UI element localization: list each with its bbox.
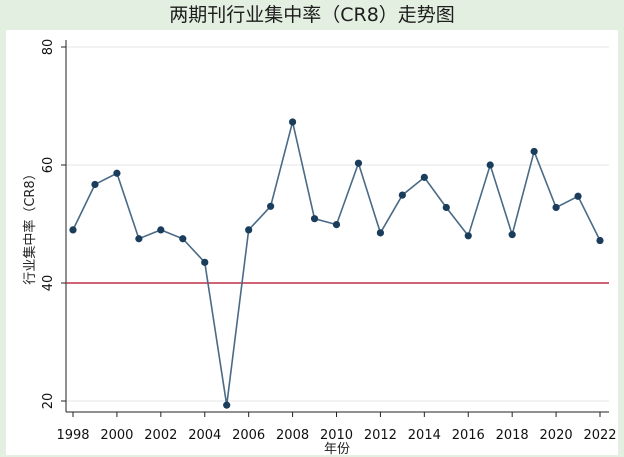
data-point-2017	[486, 161, 494, 169]
data-point-2013	[398, 191, 406, 199]
data-point-2010	[332, 220, 341, 229]
data-point-2004	[201, 258, 209, 266]
x-tick-label-1998: 1998	[56, 428, 89, 443]
data-point-1999	[91, 180, 99, 189]
x-tick-label-2006: 2006	[232, 428, 265, 443]
data-point-2005	[223, 401, 231, 409]
x-axis-title: 年份	[324, 442, 350, 457]
y-tick-label-40: 40	[41, 275, 56, 292]
data-point-2020	[552, 203, 560, 212]
data-point-2012	[376, 229, 385, 237]
plot-background	[6, 30, 618, 455]
x-tick-label-2000: 2000	[100, 428, 133, 443]
series-line	[72, 121, 601, 406]
data-point-2008	[288, 118, 297, 126]
x-tick-label-2008: 2008	[276, 428, 309, 443]
x-tick-label-2002: 2002	[144, 428, 177, 443]
data-point-2009	[310, 215, 319, 223]
x-tick-label-2016: 2016	[452, 428, 485, 443]
data-point-2015	[442, 203, 450, 212]
data-point-2016	[464, 232, 472, 240]
data-point-2001	[135, 235, 143, 243]
x-tick-label-2010: 2010	[320, 428, 353, 443]
x-tick-label-2014: 2014	[408, 428, 441, 443]
data-point-2000	[113, 169, 121, 177]
data-point-2002	[157, 226, 165, 234]
data-point-1998	[69, 226, 77, 234]
data-point-2021	[574, 192, 582, 200]
data-point-2019	[530, 147, 538, 156]
data-point-2011	[354, 159, 363, 167]
x-tick-label-2012: 2012	[364, 428, 397, 443]
data-point-2022	[596, 236, 604, 245]
x-tick-label-2018: 2018	[496, 428, 529, 443]
data-point-2003	[179, 235, 187, 243]
x-tick-label-2004: 2004	[188, 428, 221, 443]
data-point-2018	[508, 231, 516, 239]
data-point-2006	[245, 226, 253, 234]
y-tick-label-80: 80	[41, 39, 56, 56]
x-tick-label-2022: 2022	[583, 428, 616, 443]
y-axis-title: 行业集中率（CR8）	[22, 167, 38, 284]
x-tick-label-2020: 2020	[540, 428, 573, 443]
data-point-2014	[420, 173, 428, 181]
chart-title: 两期刊行业集中率（CR8）走势图	[169, 4, 455, 26]
y-tick-label-60: 60	[41, 157, 56, 174]
data-point-2007	[267, 202, 275, 210]
y-tick-label-20: 20	[41, 393, 56, 410]
